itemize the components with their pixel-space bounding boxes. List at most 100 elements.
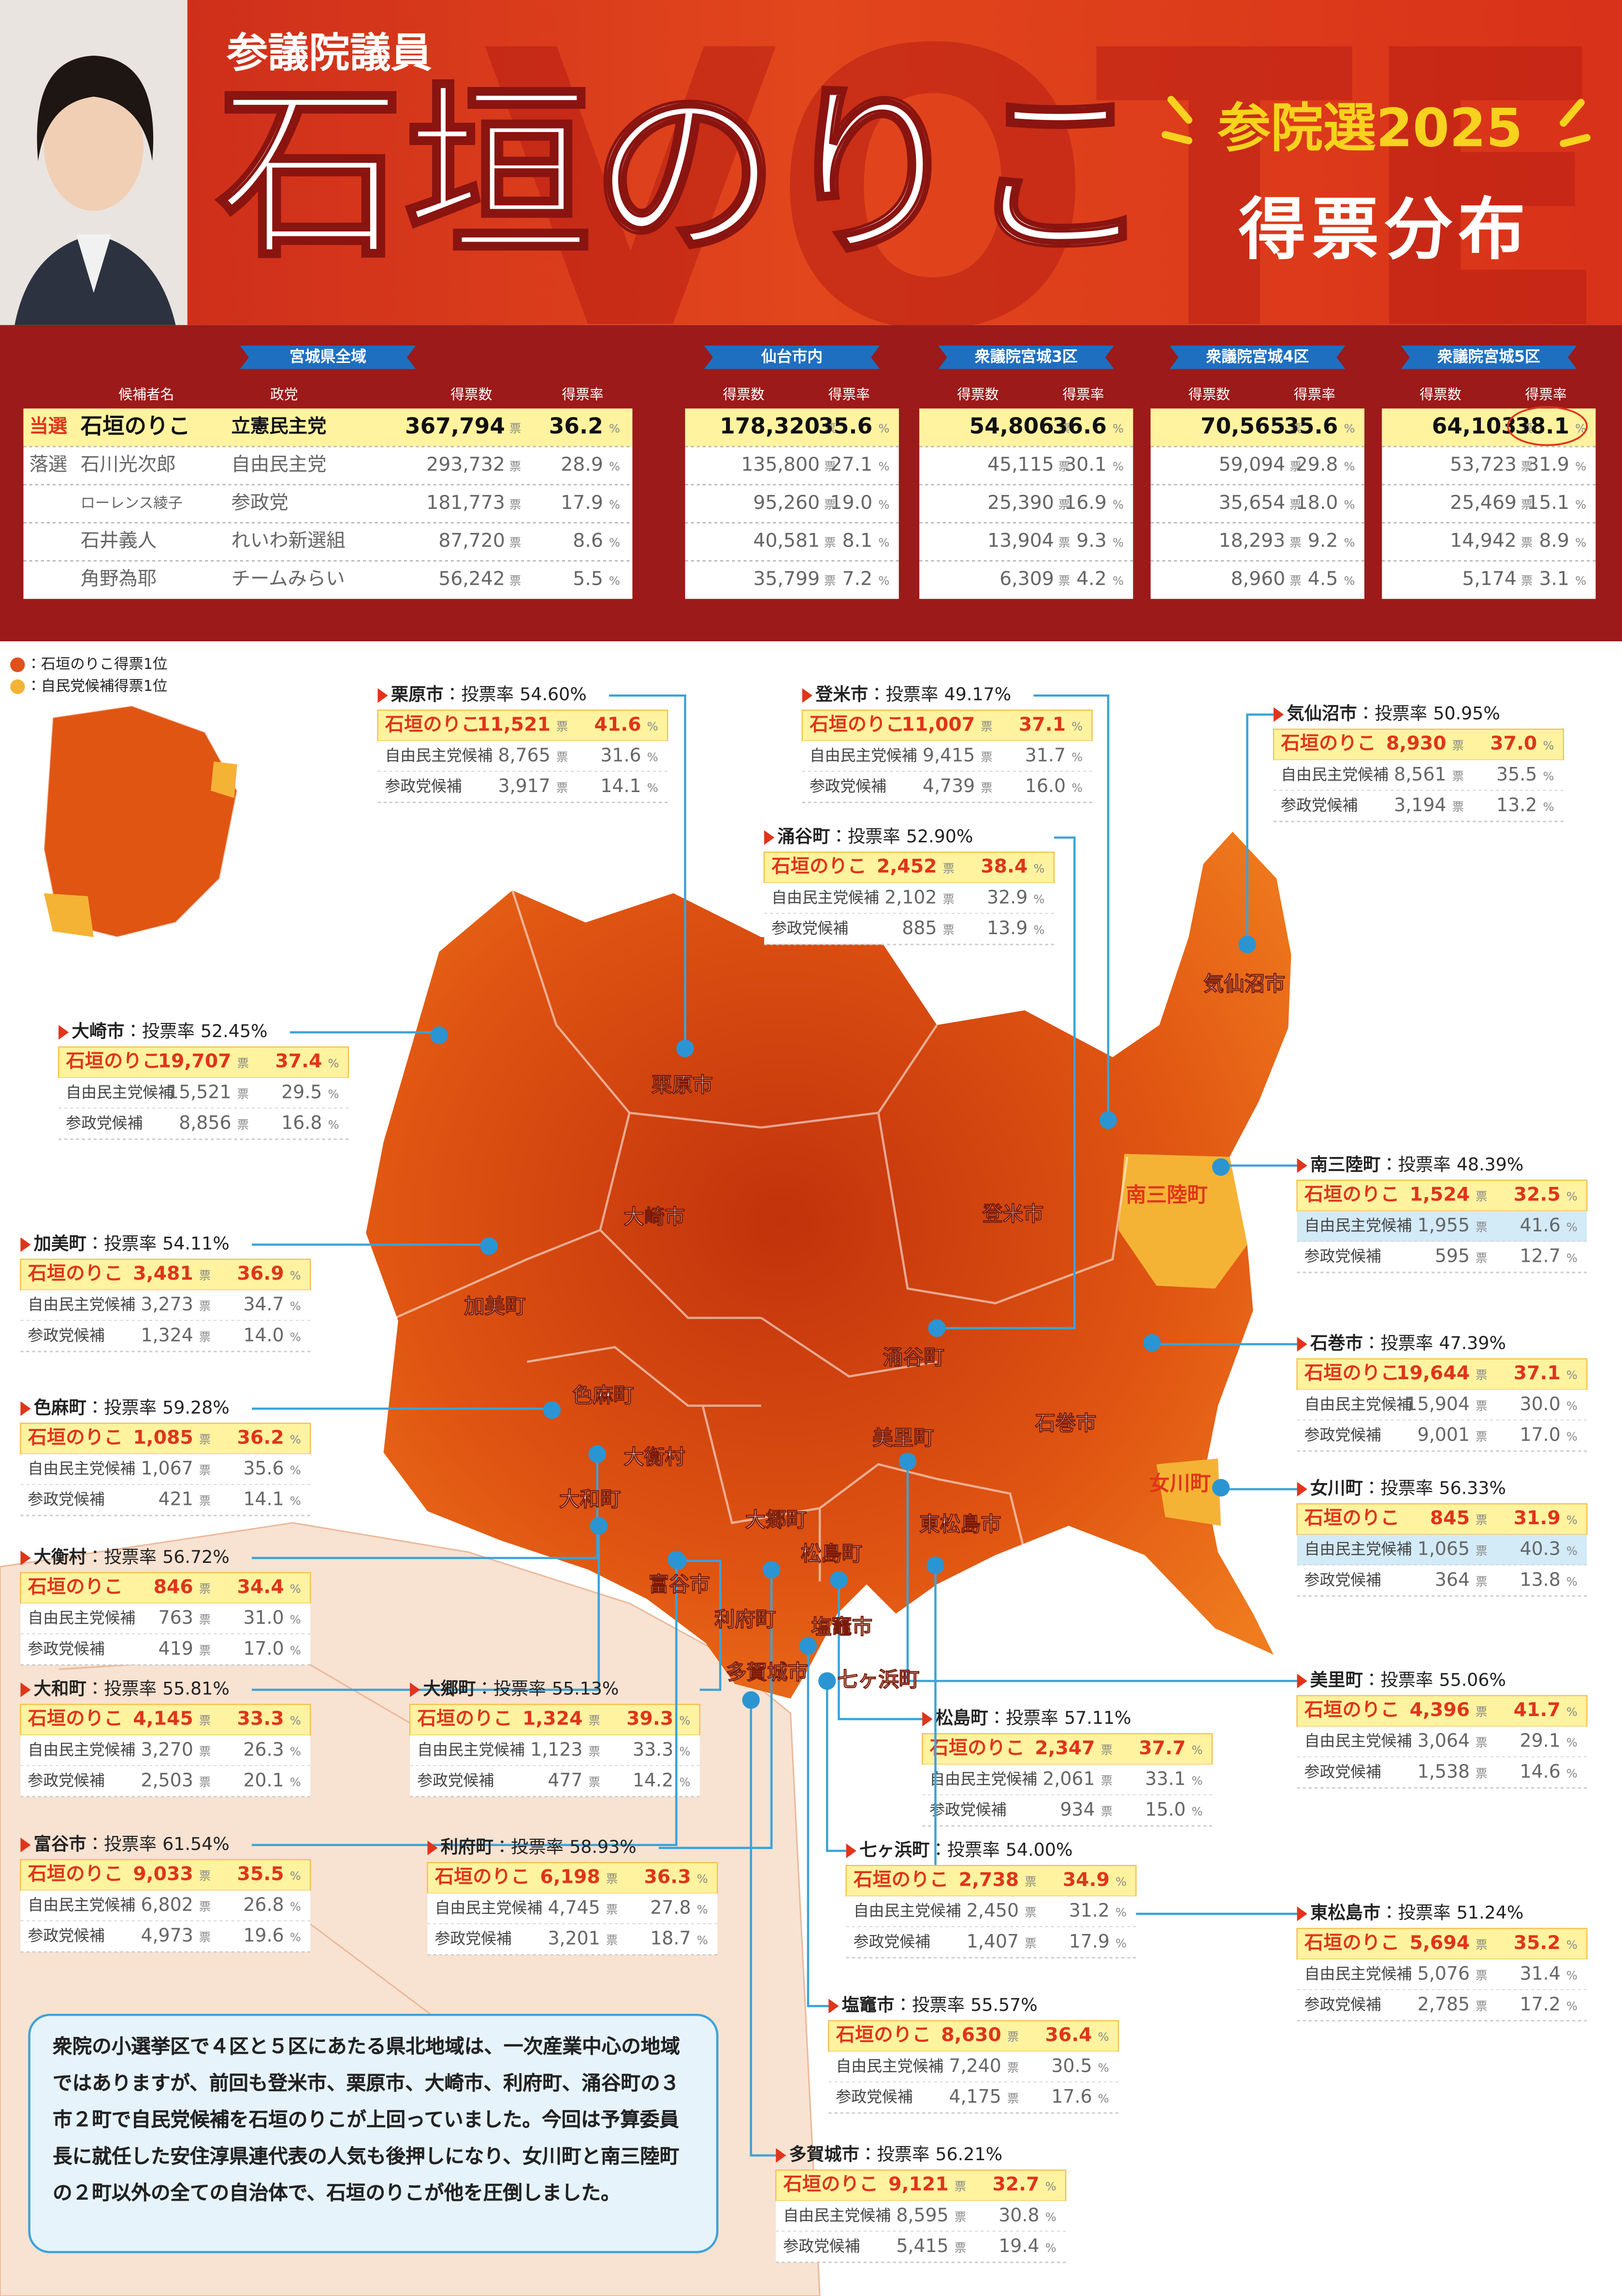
- votes-unit: 票: [1058, 498, 1070, 511]
- votes-unit: 票: [606, 1903, 618, 1917]
- row-label: 石垣のりこ: [28, 1576, 123, 1598]
- rate-unit: %: [1045, 2241, 1057, 2255]
- turnout-label: 投票率: [1006, 1707, 1058, 1728]
- result-row: [1297, 1757, 1587, 1788]
- pointer-dot: [667, 1550, 685, 1569]
- votes-unit: 票: [1025, 1906, 1036, 1920]
- votes-unit: 票: [981, 720, 992, 733]
- separator: ：: [868, 684, 885, 705]
- votes-unit: 票: [1521, 536, 1533, 549]
- column-header: 得票率: [1525, 386, 1566, 403]
- column-header: 得票数: [450, 386, 492, 403]
- separator: ：: [859, 2144, 877, 2165]
- votes: 3,270: [141, 1739, 193, 1760]
- result-row: [20, 1704, 311, 1736]
- votes: 59,094: [1219, 453, 1286, 476]
- leader-line: [807, 1646, 829, 2007]
- municipality-name: 南三陸町: [1310, 1154, 1380, 1175]
- party: れいわ新選組: [232, 530, 346, 552]
- box-title: 大衡村：投票率 56.72%: [34, 1546, 230, 1567]
- result-row: [20, 1890, 311, 1921]
- separator: ：: [444, 684, 461, 705]
- votes: 25,390: [987, 491, 1054, 514]
- region-ribbon: [1170, 346, 1346, 369]
- votes-unit: 票: [237, 1118, 249, 1132]
- row-label: 参政党候補: [1304, 1571, 1381, 1589]
- rate: 17.0: [243, 1638, 284, 1659]
- result-row: [922, 1764, 1212, 1795]
- row-label: 参政党候補: [28, 1327, 105, 1344]
- rate-unit: %: [1045, 2210, 1057, 2224]
- municipality-name: 女川町: [1310, 1477, 1363, 1498]
- votes: 9,415: [923, 744, 975, 765]
- rate: 17.9: [561, 491, 603, 514]
- rate: 14.6: [1520, 1761, 1561, 1782]
- result-row: [922, 1795, 1212, 1826]
- row-label: 自由民主党候補: [929, 1770, 1037, 1788]
- box-title: 色麻町：投票率 59.28%: [34, 1397, 230, 1418]
- votes: 35,654: [1219, 491, 1286, 514]
- rate: 38.4: [981, 855, 1028, 878]
- votes-unit: 票: [237, 1087, 249, 1101]
- separator: ：: [124, 1021, 142, 1041]
- rate: 30.1: [1064, 453, 1107, 476]
- box-title: 加美町：投票率 54.11%: [34, 1233, 230, 1254]
- rate: 36.2: [549, 413, 603, 439]
- result-row: [802, 741, 1092, 772]
- party: 参政党: [232, 491, 289, 514]
- rate-unit: %: [1543, 769, 1554, 783]
- rate: 9.2: [1308, 530, 1338, 552]
- rate: 19.0: [830, 491, 873, 514]
- result-row: [427, 1924, 718, 1955]
- result-row: [377, 771, 668, 803]
- separator: ：: [87, 1397, 104, 1418]
- turnout: 55.13%: [552, 1678, 619, 1699]
- legend-label: ：石垣のりこ得票1位: [27, 656, 168, 673]
- rate-unit: %: [1115, 1906, 1127, 1920]
- separator: ：: [87, 1678, 104, 1699]
- rate: 17.0: [1520, 1424, 1561, 1445]
- municipality-name: 大郷町: [423, 1678, 476, 1699]
- pointer-dot: [588, 1445, 606, 1463]
- map-label: 大和町: [559, 1488, 621, 1512]
- votes: 595: [1435, 1245, 1470, 1267]
- row-label: 石垣のりこ: [417, 1707, 512, 1730]
- turnout-label: 投票率: [1380, 1669, 1433, 1690]
- separator: ：: [1357, 703, 1375, 724]
- rate-unit: %: [1543, 800, 1554, 814]
- votes: 3,481: [133, 1262, 193, 1285]
- votes-unit: 票: [589, 1714, 600, 1728]
- votes-unit: 票: [199, 1745, 211, 1758]
- leader-line: [750, 1700, 776, 2157]
- votes-unit: 票: [824, 422, 836, 435]
- rate: 33.3: [633, 1739, 673, 1760]
- result-row: [20, 1454, 311, 1485]
- votes: 54,806: [969, 413, 1054, 439]
- rate: 4.5: [1308, 567, 1338, 590]
- leader-line: [838, 1580, 923, 1720]
- turnout-label: 投票率: [511, 1836, 564, 1857]
- rate: 8.6: [573, 530, 603, 552]
- box-title: 南三陸町：投票率 48.39%: [1310, 1154, 1523, 1175]
- turnout: 56.33%: [1439, 1477, 1506, 1498]
- candidate-name: 石川光次郎: [81, 453, 176, 476]
- rate: 41.7: [1514, 1699, 1561, 1721]
- row-highlight: [685, 408, 899, 447]
- status: 当選: [29, 415, 68, 437]
- row-label: 石垣のりこ: [28, 1262, 123, 1285]
- result-row: [20, 1572, 311, 1604]
- region-ribbon: [1401, 346, 1577, 369]
- votes: 1,407: [967, 1931, 1019, 1952]
- box-title: 富谷市：投票率 61.54%: [34, 1834, 230, 1854]
- votes-unit: 票: [556, 751, 568, 764]
- votes: 53,723: [1450, 453, 1517, 476]
- row-label: 石垣のりこ: [385, 713, 480, 736]
- rate: 26.8: [243, 1894, 284, 1915]
- separator: ：: [493, 1836, 511, 1857]
- votes: 3,273: [141, 1294, 193, 1315]
- row-label: 石垣のりこ: [1281, 732, 1376, 754]
- rate-unit: %: [878, 422, 889, 435]
- pointer-dot: [1212, 1479, 1230, 1497]
- rate-unit: %: [697, 1872, 708, 1886]
